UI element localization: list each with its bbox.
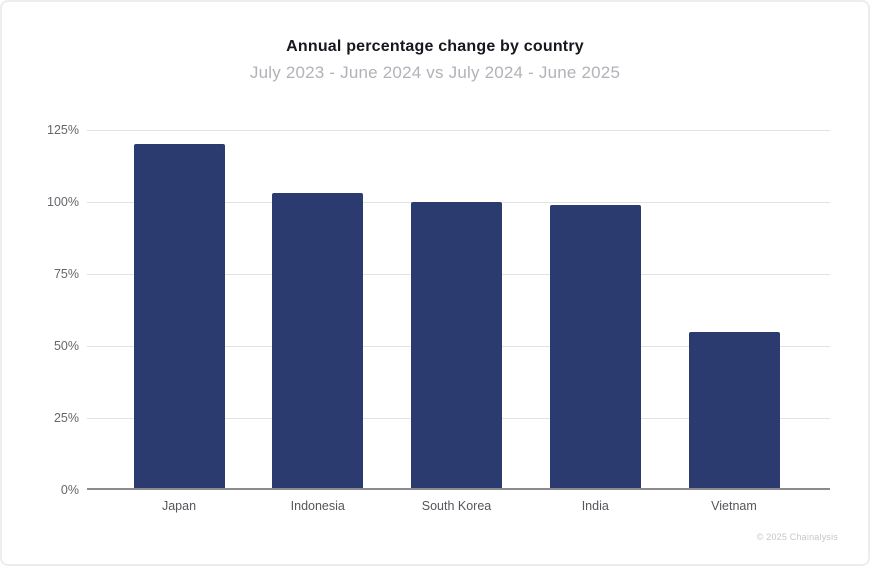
y-tick-label: 125% — [47, 123, 79, 137]
y-tick-label: 75% — [53, 267, 79, 281]
copyright-text: © 2025 Chainalysis — [756, 532, 838, 542]
plot-area — [87, 129, 830, 490]
y-tick-label: 25% — [53, 411, 79, 425]
x-category-label: South Korea — [421, 499, 492, 513]
bar-south-korea — [411, 202, 502, 490]
x-category-label: Japan — [161, 499, 197, 513]
x-category-label: India — [581, 499, 609, 513]
chart-title: Annual percentage change by country — [286, 38, 584, 55]
x-category-label: Indonesia — [290, 499, 345, 513]
y-tick-label: 100% — [47, 195, 79, 209]
x-axis-line — [87, 488, 830, 490]
y-tick-label: 0% — [60, 483, 79, 497]
chart-subtitle: July 2023 - June 2024 vs July 2024 - Jun… — [249, 63, 621, 82]
bar-indonesia — [272, 193, 364, 490]
bar-india — [549, 204, 641, 490]
chart-header: Annual percentage change by country July… — [2, 38, 868, 83]
grid-line — [87, 129, 830, 131]
bar-vietnam — [688, 331, 780, 490]
x-category-label: Vietnam — [711, 499, 757, 513]
y-tick-label: 50% — [53, 339, 79, 353]
bar-japan — [133, 144, 225, 490]
